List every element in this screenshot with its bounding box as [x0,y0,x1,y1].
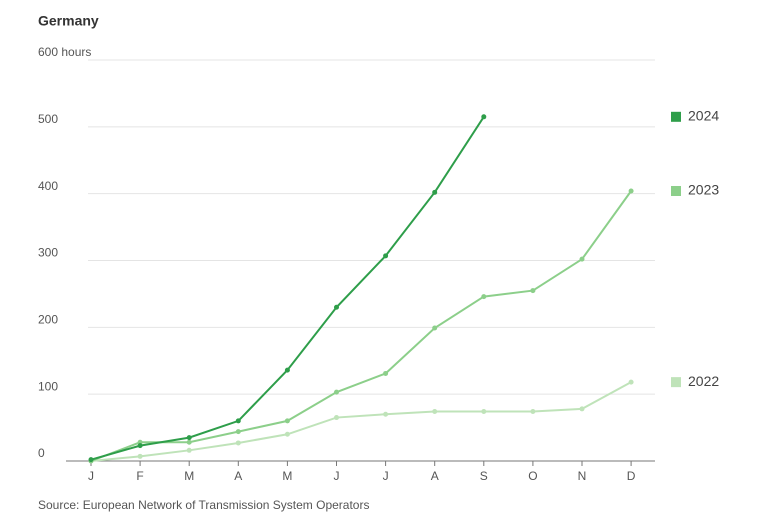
x-tick-label: A [431,469,439,483]
data-point [383,253,389,259]
data-point [235,429,241,435]
data-point [432,189,438,195]
data-point [186,439,192,445]
source-note: Source: European Network of Transmission… [38,498,369,512]
y-tick-label: 0 [38,446,45,460]
data-point [628,188,634,194]
data-point [628,379,634,385]
data-point [137,453,143,459]
y-tick-label: 200 [38,313,58,327]
data-point [334,389,339,395]
legend-label: 2024 [688,108,719,124]
chart-title: Germany [38,13,99,29]
data-point [235,418,241,424]
data-point [579,406,585,412]
data-point [481,409,487,415]
x-tick-label: S [480,469,488,483]
x-tick-label: M [282,469,292,483]
x-tick-label: A [234,469,242,483]
data-point [284,431,290,437]
y-tick-label: 300 [38,246,58,260]
data-point [88,457,94,463]
data-point [186,435,192,441]
legend-swatch [671,111,681,122]
data-point [383,370,389,376]
x-tick-label: D [627,469,636,483]
x-tick-label: N [578,469,587,483]
data-point [284,418,290,424]
x-tick-label: M [184,469,194,483]
data-point [235,440,241,446]
x-tick-label: O [528,469,537,483]
data-point [579,256,585,262]
data-point [530,409,536,415]
legend-swatch [671,377,681,388]
data-point [284,367,290,373]
data-point [334,304,339,310]
data-point [383,411,389,417]
x-tick-label: J [88,469,94,483]
data-point [186,447,192,453]
legend-swatch [671,185,681,196]
data-point [432,409,438,415]
data-point [334,415,339,421]
y-tick-label: 400 [38,179,58,193]
series-line [90,116,485,461]
data-point [432,325,438,331]
x-tick-label: J [383,469,389,483]
y-tick-label: 500 [38,112,58,126]
y-tick-label: 100 [38,379,58,393]
data-point [530,288,536,294]
data-point [481,114,487,120]
legend-label: 2023 [688,182,719,198]
series-line [90,381,632,462]
x-tick-label: J [334,469,340,483]
series-line [90,190,632,462]
y-tick-label: 600 hours [38,45,91,59]
x-tick-label: F [136,469,143,483]
data-point [137,443,143,449]
data-point [481,294,487,300]
legend-label: 2022 [688,373,719,389]
